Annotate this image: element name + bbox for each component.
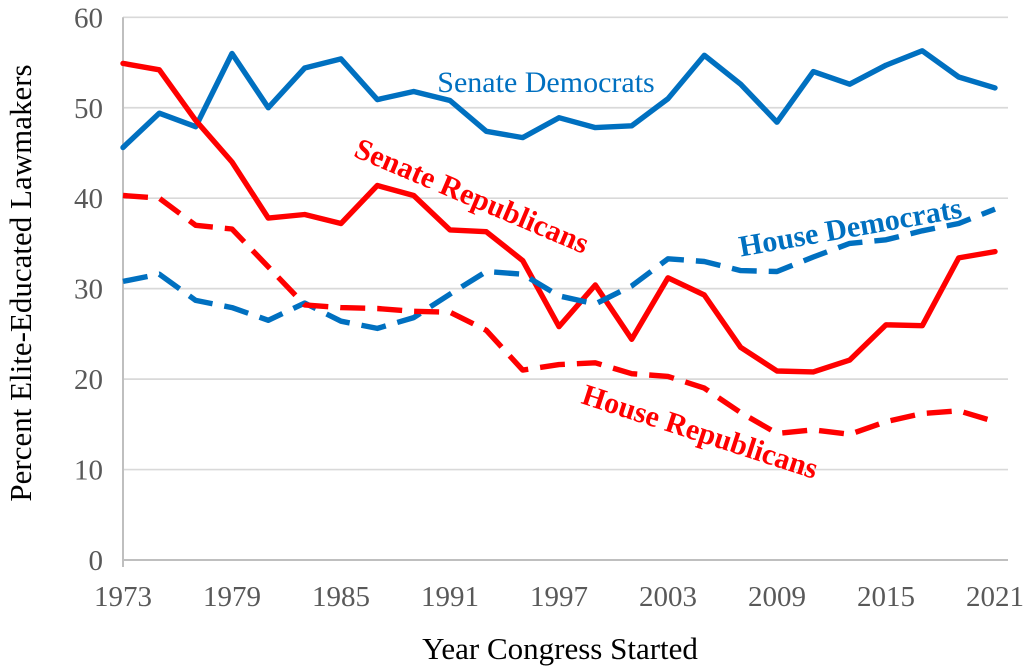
series-line-senate-democrats	[120, 48, 998, 151]
x-tick-label: 2003	[639, 581, 697, 613]
x-tick-label: 2021	[966, 581, 1024, 613]
x-tick-label: 1979	[203, 581, 261, 613]
series-label-house-democrats: House Democrats	[736, 192, 964, 264]
series-label-senate-democrats: Senate Democrats	[437, 66, 654, 99]
x-tick-label: 1973	[94, 581, 152, 613]
x-tick-label: 2015	[857, 581, 915, 613]
y-tick-label: 0	[89, 545, 104, 577]
series-line-house-democrats	[122, 206, 996, 332]
series-line-senate-republicans	[120, 60, 998, 375]
x-tick-label: 2009	[748, 581, 806, 613]
y-tick-label: 50	[74, 93, 103, 125]
x-tick-label: 1991	[421, 581, 479, 613]
y-tick-label: 40	[74, 183, 103, 215]
y-axis-title: Percent Elite-Educated Lawmakers	[3, 64, 38, 502]
x-tick-label: 1997	[530, 581, 588, 613]
y-tick-label: 30	[74, 274, 103, 306]
y-tick-label: 10	[74, 455, 103, 487]
series-line-house-republicans	[122, 192, 996, 437]
y-tick-label: 60	[74, 2, 103, 34]
x-tick-label: 1985	[312, 581, 370, 613]
x-axis-title: Year Congress Started	[422, 631, 698, 666]
series-label-senate-republicans: Senate Republicans	[350, 132, 594, 260]
y-tick-label: 20	[74, 364, 103, 396]
